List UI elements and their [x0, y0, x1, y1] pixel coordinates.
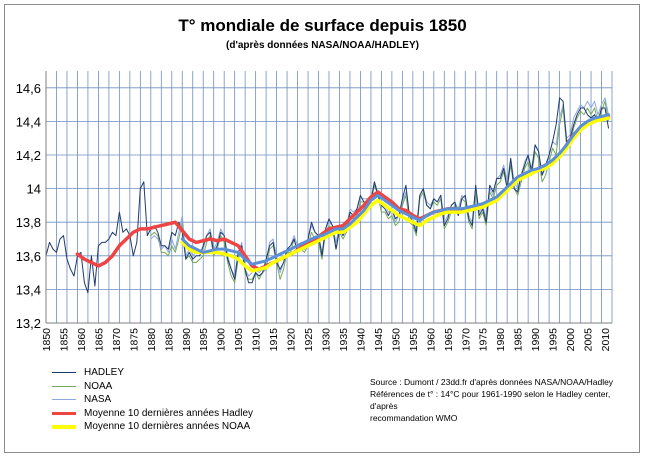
x-tick-label: 1925 [303, 328, 315, 352]
x-tick-label: 1940 [355, 328, 367, 352]
legend-label: HADLEY [84, 367, 125, 379]
legend-label: Moyenne 10 dernières années Hadley [84, 407, 253, 419]
source-line: Source : Dumont / 23dd.fr d'après donnée… [370, 377, 614, 387]
x-tick-label: 1860 [76, 328, 88, 352]
x-tick-label: 1890 [181, 328, 193, 352]
axis-layer: 13,2 13,4 13,6 13,8 14 14,2 14,4 14,6 1850 1855 18… [16, 71, 612, 351]
legend: HADLEY NOAA NASA Moyenne 10 dernières année… [52, 366, 253, 434]
legend-item-noaa_ma: Moyenne 10 dernières années NOAA [52, 420, 253, 434]
y-tick-label: 13,2 [16, 316, 41, 331]
chart-subtitle: (d'après données NASA/NOAA/HADLEY) [226, 40, 419, 51]
x-tick-label: 1985 [513, 328, 525, 352]
legend-item-hadley_ma: Moyenne 10 dernières années Hadley [52, 407, 253, 421]
legend-swatch [52, 372, 76, 374]
x-tick-label: 1905 [233, 328, 245, 352]
y-tick-label: 14 [27, 182, 41, 197]
x-tick-label: 1975 [478, 328, 490, 352]
series-line-hadley_ma [75, 114, 611, 271]
x-tick-label: 1865 [93, 328, 105, 352]
source-note: Source : Dumont / 23dd.fr d'après donnée… [370, 376, 620, 424]
series-line-noaa_ma [180, 116, 611, 273]
x-tick-label: 1995 [548, 328, 560, 352]
x-tick-label: 1970 [460, 328, 472, 352]
legend-label: NOAA [84, 380, 113, 392]
x-tick-label: 2010 [600, 328, 612, 352]
x-tick-label: 1895 [198, 328, 210, 352]
x-tick-label: 2000 [565, 328, 577, 352]
source-line: recommandation WMO [370, 413, 458, 423]
legend-label: NASA [84, 394, 112, 406]
legend-item-noaa: NOAA [52, 380, 253, 394]
legend-label: Moyenne 10 dernières années NOAA [84, 421, 251, 433]
source-line: Références de t° : 14°C pour 1961-1990 s… [370, 389, 611, 411]
x-tick-label: 1850 [41, 328, 53, 352]
legend-item-nasa: NASA [52, 393, 253, 407]
x-tick-label: 1990 [530, 328, 542, 352]
legend-swatch [52, 399, 76, 401]
x-tick-label: 1945 [373, 328, 385, 352]
legend-swatch [52, 425, 76, 429]
x-tick-label: 1965 [443, 328, 455, 352]
x-tick-label: 1920 [286, 328, 298, 352]
legend-swatch [52, 411, 76, 415]
x-tick-label: 1935 [338, 328, 350, 352]
x-tick-label: 1855 [58, 328, 70, 352]
y-tick-label: 13,6 [16, 249, 41, 264]
x-tick-label: 1915 [268, 328, 280, 352]
y-tick-label: 13,4 [16, 282, 41, 297]
y-tick-label: 14,4 [16, 114, 41, 129]
legend-swatch [52, 385, 76, 387]
x-tick-label: 1900 [216, 328, 228, 352]
x-tick-label: 1875 [128, 328, 140, 352]
x-tick-label: 1960 [425, 328, 437, 352]
grid [45, 71, 613, 324]
series-line-hadley [45, 97, 609, 294]
x-tick-label: 1955 [408, 328, 420, 352]
x-tick-label: 1910 [251, 328, 263, 352]
x-tick-label: 1930 [321, 328, 333, 352]
chart-frame [4, 4, 640, 453]
y-tick-label: 14,2 [16, 148, 41, 163]
x-tick-label: 1880 [146, 328, 158, 352]
y-tick-label: 13,8 [16, 215, 41, 230]
chart-title: T° mondiale de surface depuis 1850 [178, 16, 467, 35]
x-tick-label: 1950 [390, 328, 402, 352]
x-tick-label: 1885 [163, 328, 175, 352]
x-tick-label: 1980 [495, 328, 507, 352]
legend-item-hadley: HADLEY [52, 366, 253, 380]
series-layer [45, 97, 611, 294]
series-line-nasa_ma [180, 113, 610, 266]
y-tick-label: 14,6 [16, 81, 41, 96]
x-tick-label: 2005 [583, 328, 595, 352]
x-tick-label: 1870 [111, 328, 123, 352]
